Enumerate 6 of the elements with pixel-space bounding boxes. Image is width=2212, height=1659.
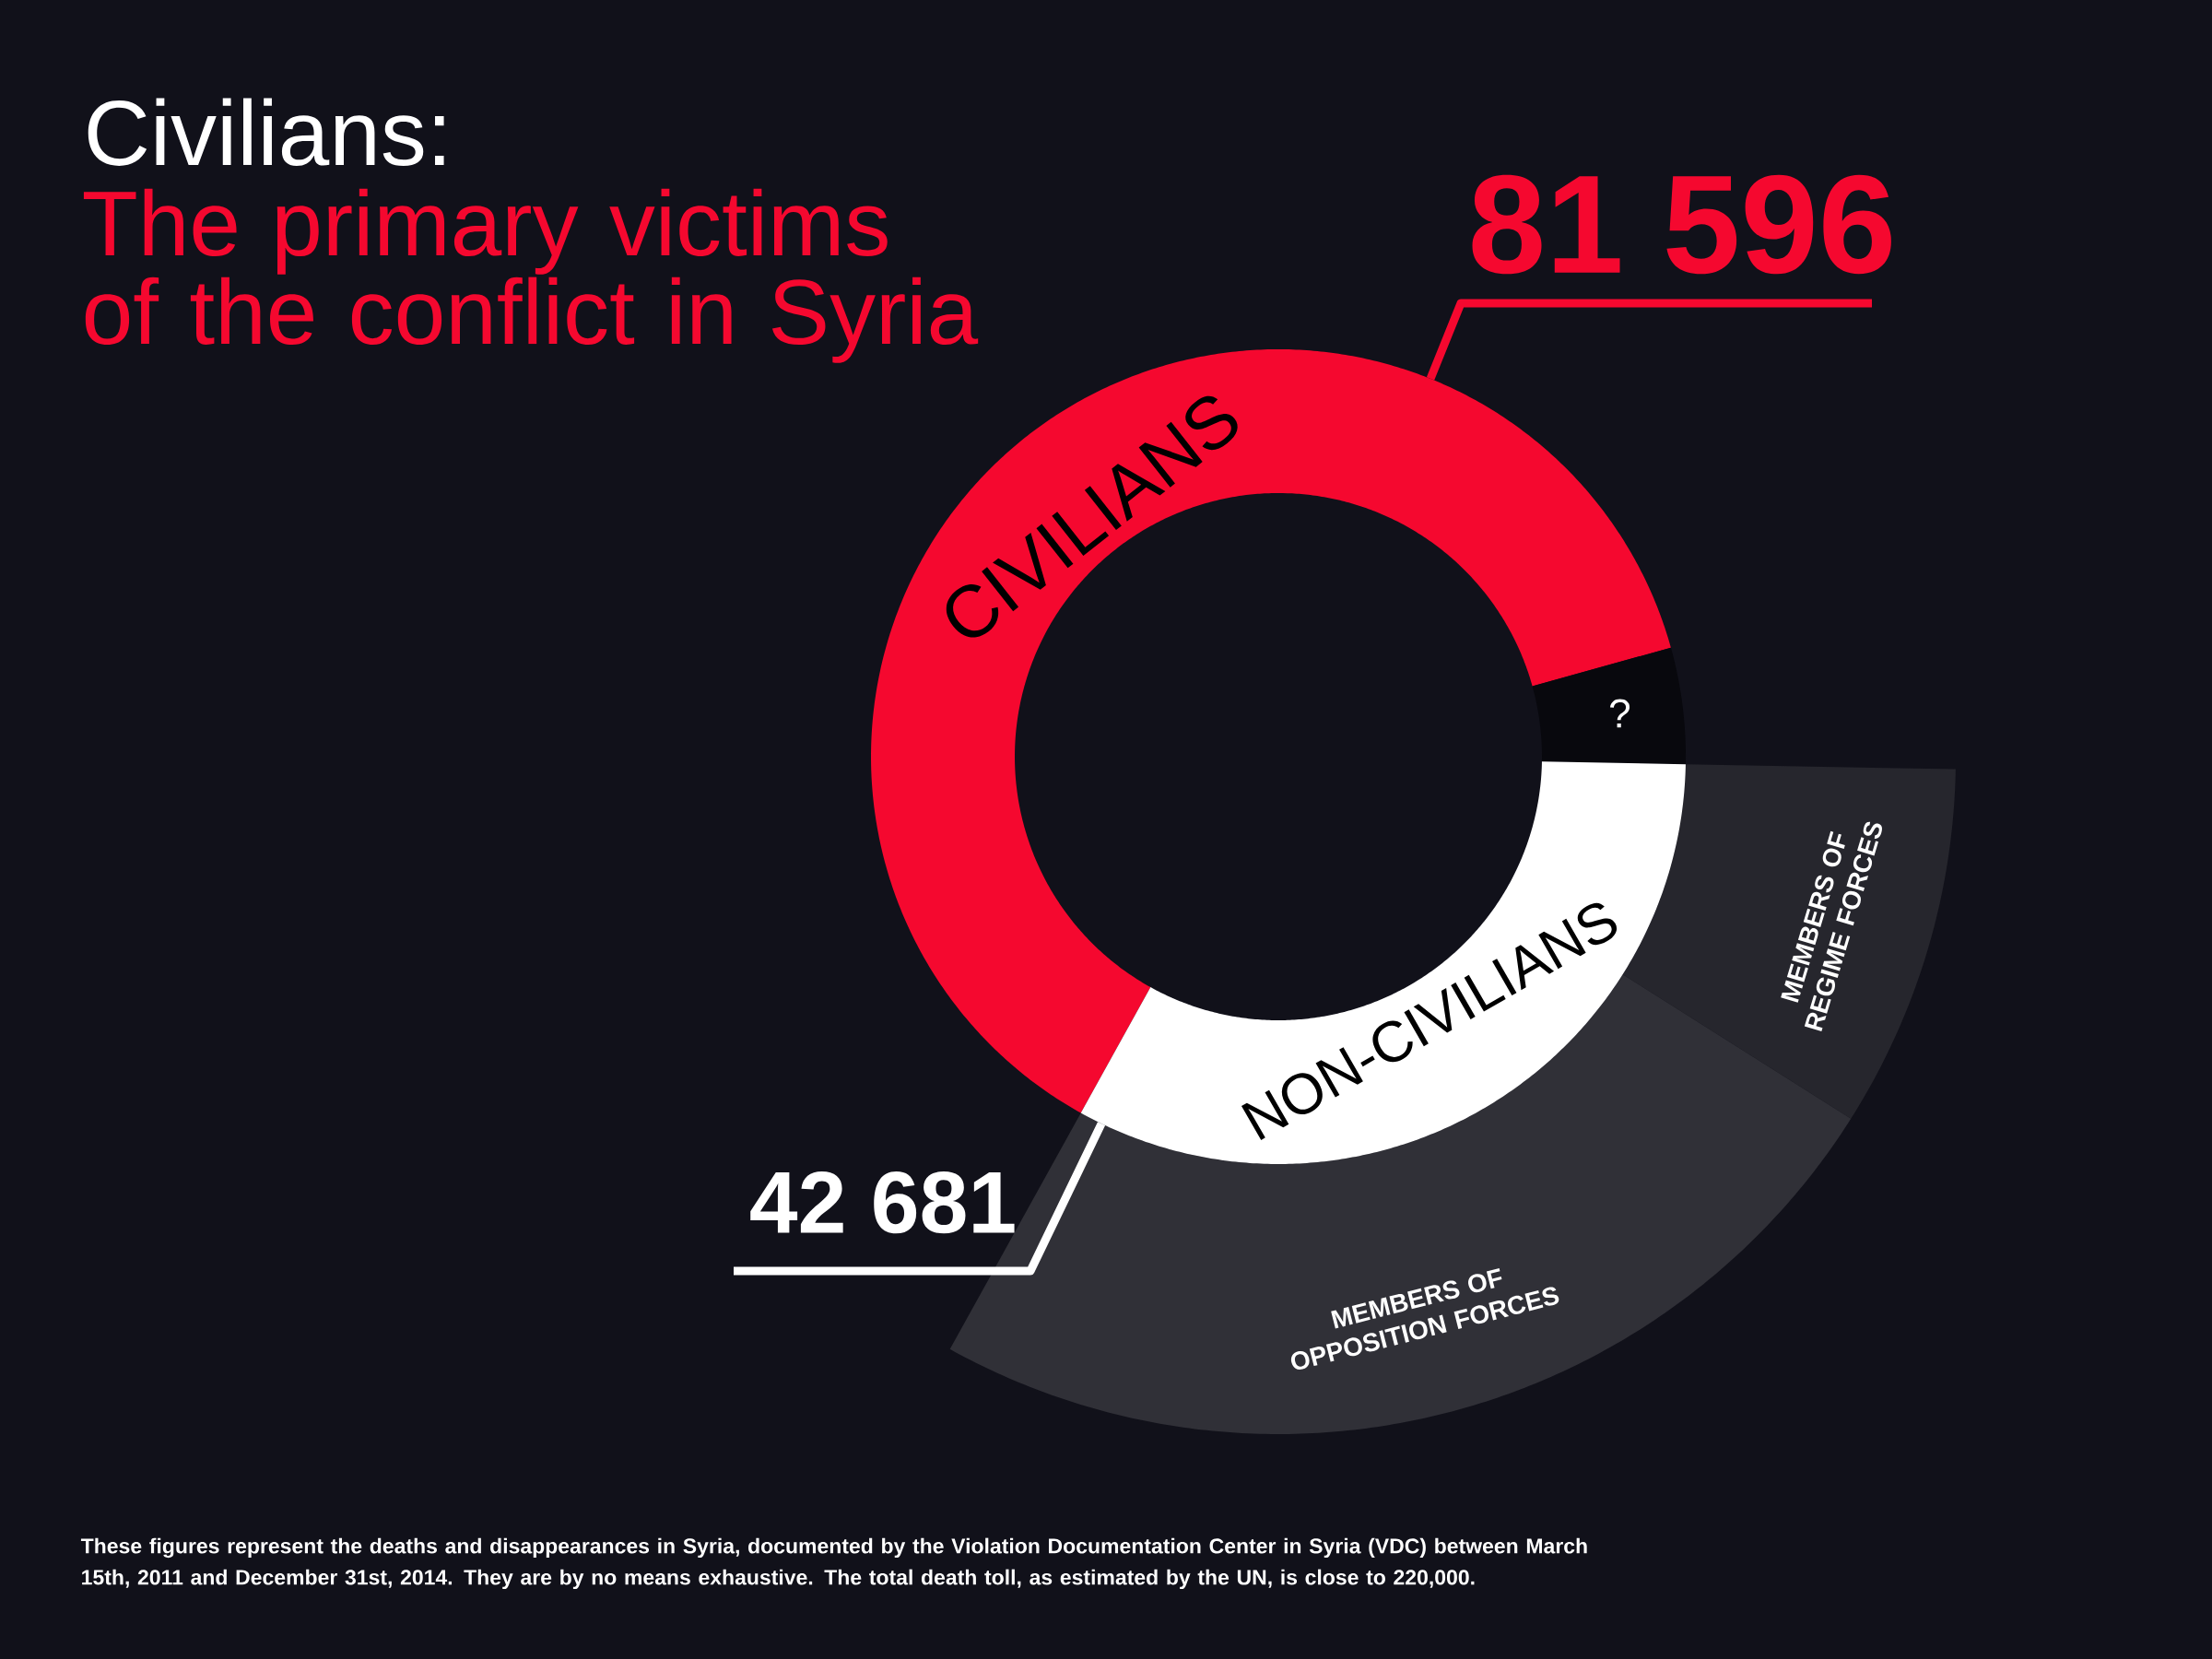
text: These figures represent the deaths and disappearances in Syria, documented by the Violation Documentation Center in Syria (VDC) between March 15th, 2011 and December 31st, 2014. They are by no means exhaustive. The total death toll, as estimated by the UN, is close to 220,000. — [80, 1537, 1587, 1590]
chart-title: Civilians: — [88, 98, 444, 166]
text: The primary victims of the conflict in Syria — [83, 188, 979, 363]
data-label: 81 596 — [1472, 174, 1891, 275]
data-label: 42 681 — [750, 1171, 1015, 1234]
slice-label: ? — [1610, 699, 1630, 728]
